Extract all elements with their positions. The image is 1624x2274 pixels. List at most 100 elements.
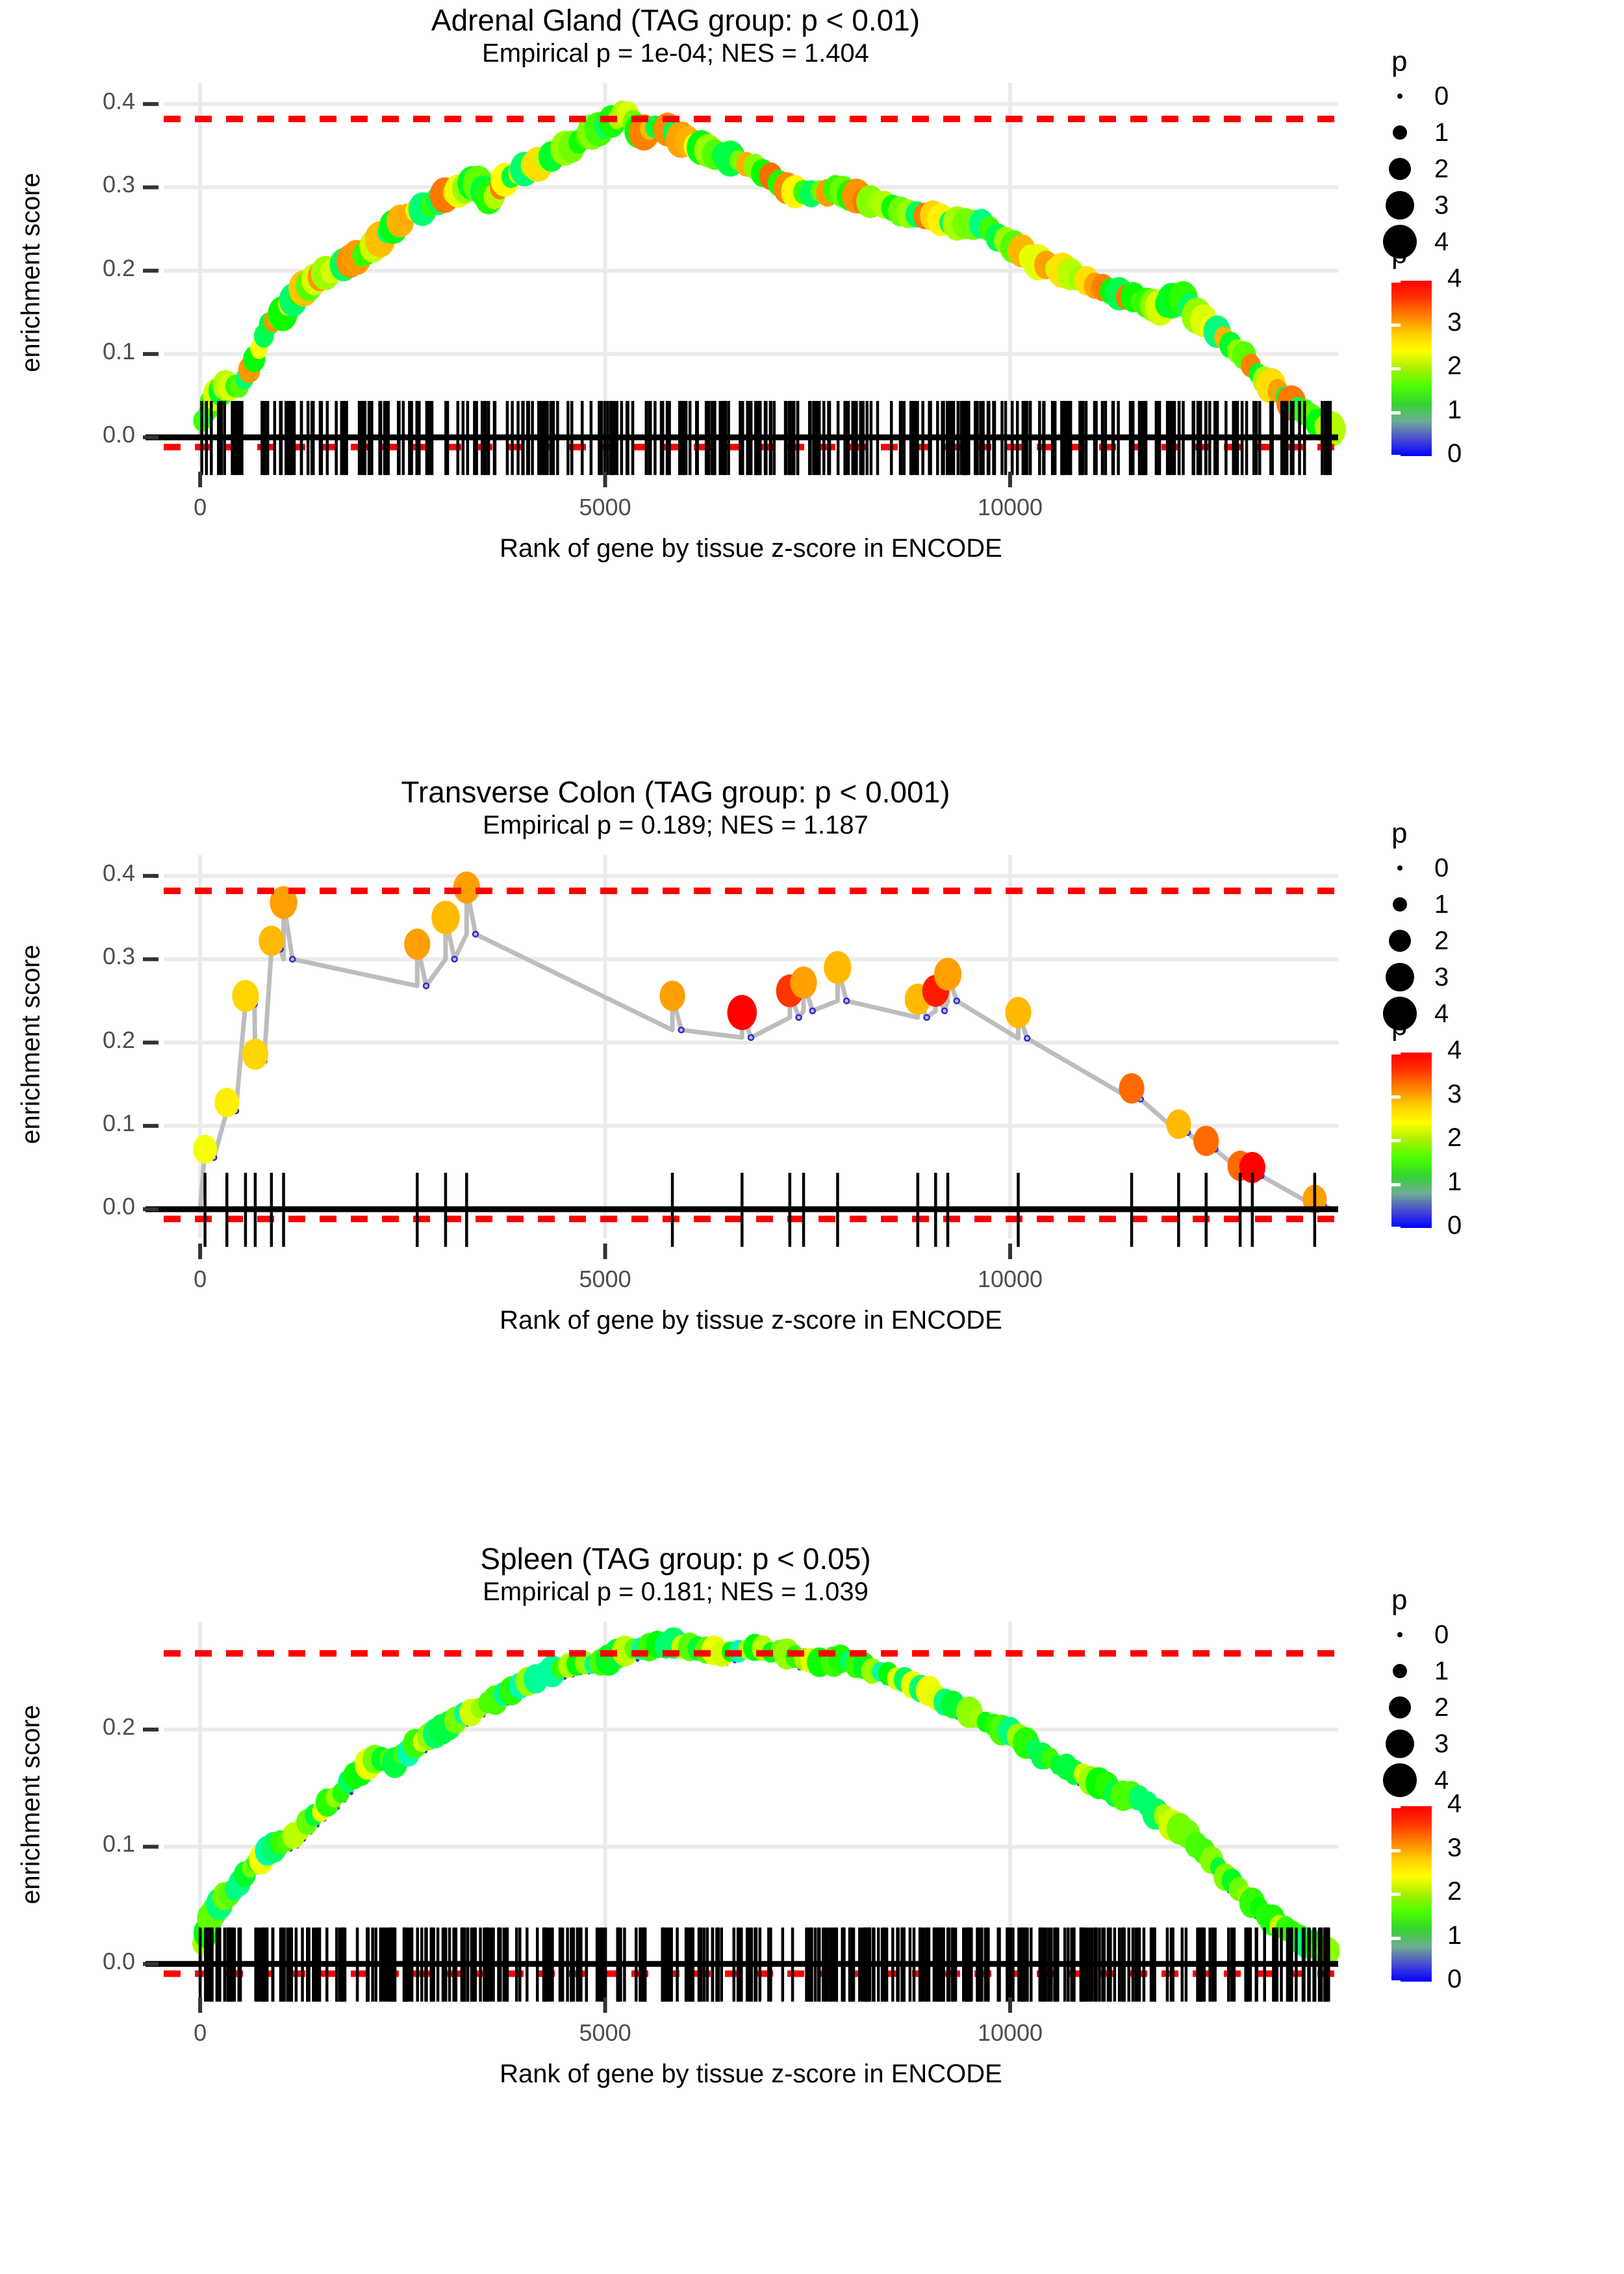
panel-title: Adrenal Gland (TAG group: p < 0.01) — [431, 3, 920, 37]
colour-legend-tick-mark — [1391, 1805, 1401, 1808]
x-axis-tick-label: 0 — [194, 1266, 207, 1292]
x-axis-tick-label: 5000 — [579, 494, 631, 520]
gene-hit-point — [242, 1038, 269, 1070]
panel-subtitle: Empirical p = 0.181; NES = 1.039 — [483, 1578, 869, 1606]
y-axis-label: enrichment score — [16, 173, 45, 372]
x-axis-tick-label: 10000 — [977, 1266, 1043, 1292]
y-axis-label: enrichment score — [16, 945, 45, 1144]
size-legend-item: 0 — [1377, 78, 1449, 114]
colour-legend-tick-mark — [1391, 279, 1401, 283]
colour-legend-title: p — [1391, 238, 1408, 270]
size-legend-dot-icon — [1386, 191, 1414, 220]
trough-point — [923, 1014, 930, 1021]
trough-point — [953, 997, 960, 1004]
gene-hit-point — [232, 980, 259, 1012]
colour-legend-label: 1 — [1447, 395, 1462, 424]
y-axis-tick-label: 0.1 — [102, 1109, 135, 1136]
size-legend-label: 1 — [1434, 118, 1449, 147]
colour-legend-label: 1 — [1447, 1167, 1462, 1196]
size-legend-dot-icon — [1393, 1664, 1407, 1678]
size-legend-dot-icon — [1386, 963, 1414, 991]
size-legend-item: 4 — [1377, 224, 1449, 260]
trough-point — [472, 930, 479, 938]
size-legend-dot-icon — [1397, 1632, 1402, 1637]
gene-hit-point — [727, 995, 757, 1030]
size-legend-item: 1 — [1377, 114, 1449, 151]
colour-legend-tick-mark — [1512, 1936, 1521, 1940]
colour-legend-tick-mark — [1391, 455, 1401, 458]
size-legend-item: 1 — [1377, 886, 1449, 923]
gene-hit-point — [431, 901, 460, 935]
enrichment-panel: Spleen (TAG group: p < 0.05) Empirical p … — [0, 1515, 1624, 2273]
colour-legend-label: 2 — [1447, 1877, 1462, 1906]
gene-hit-point — [659, 980, 685, 1012]
colour-legend-label: 0 — [1447, 1211, 1462, 1240]
enrichment-panel: Transverse Colon (TAG group: p < 0.001) E… — [0, 758, 1624, 1515]
y-axis-tick-label: 0.1 — [102, 1830, 135, 1858]
y-axis-tick-label: 0.0 — [102, 421, 135, 448]
trough-point — [289, 956, 296, 963]
size-legend-dot-icon — [1397, 865, 1402, 871]
y-axis-tick-label: 0.3 — [102, 171, 135, 198]
gene-hit-point — [824, 951, 852, 984]
size-legend-label: 3 — [1434, 1729, 1449, 1758]
size-legend-dot-icon — [1393, 897, 1407, 912]
y-axis-tick-label: 0.2 — [102, 1713, 135, 1740]
trough-point — [747, 1034, 755, 1041]
x-axis-tick-label: 10000 — [977, 2019, 1043, 2046]
enrichment-panel: Adrenal Gland (TAG group: p < 0.01) Empir… — [0, 0, 1624, 758]
gene-hit-point — [453, 871, 481, 904]
size-legend-dot-icon — [1383, 225, 1417, 259]
gene-hit-point — [259, 925, 285, 956]
colour-legend-label: 1 — [1447, 1921, 1462, 1950]
gene-hit-point — [214, 1088, 240, 1118]
y-axis-tick-label: 0.4 — [102, 88, 135, 115]
panel-title: Spleen (TAG group: p < 0.05) — [480, 1542, 871, 1576]
enrichment-curve — [197, 885, 1335, 1212]
trough-point — [843, 997, 850, 1004]
size-legend-label: 0 — [1434, 1620, 1449, 1649]
colour-legend-title: p — [1391, 1010, 1408, 1041]
size-legend-item: 4 — [1377, 1762, 1449, 1798]
size-legend-dot-icon — [1383, 997, 1417, 1030]
size-legend-dot-icon — [1383, 1763, 1417, 1797]
plot-area — [143, 855, 1338, 1259]
colour-legend-tick-mark — [1512, 1805, 1521, 1808]
colour-legend-tick-mark — [1391, 1980, 1401, 1984]
size-legend-item: 3 — [1377, 1726, 1449, 1762]
size-legend-item: 3 — [1377, 187, 1449, 224]
x-axis-label: Rank of gene by tissue z-score in ENCODE — [500, 2060, 1002, 2088]
colour-legend-label: 3 — [1447, 1079, 1462, 1108]
colour-legend-tick-mark — [1512, 1980, 1521, 1984]
colour-legend-tick-mark — [1512, 1051, 1521, 1054]
colour-legend-tick-mark — [1391, 1936, 1401, 1940]
x-axis-tick-label: 10000 — [977, 494, 1043, 520]
size-legend-item: 3 — [1377, 959, 1449, 995]
gene-hit-point — [404, 928, 431, 960]
colour-legend-tick-mark — [1512, 1182, 1521, 1186]
gene-hit-point — [933, 958, 962, 991]
y-axis-tick-label: 0.4 — [102, 860, 135, 887]
colour-legend-tick-mark — [1512, 367, 1521, 370]
colour-legend-label: 3 — [1447, 1833, 1462, 1862]
gene-hit-point — [1166, 1109, 1191, 1140]
size-legend-dot-icon — [1386, 1730, 1414, 1758]
x-axis-tick-label: 5000 — [579, 2019, 631, 2046]
y-axis-tick-label: 0.2 — [102, 254, 135, 281]
size-legend-label: 0 — [1434, 81, 1449, 110]
colour-legend-tick-mark — [1391, 323, 1401, 327]
y-axis-tick-label: 0.2 — [102, 1026, 135, 1053]
x-axis-tick-label: 0 — [194, 2019, 207, 2046]
colour-legend-tick-mark — [1512, 1848, 1521, 1852]
trough-point — [1023, 1034, 1031, 1042]
gene-hit-point — [1239, 1151, 1265, 1183]
x-axis-tick-label: 5000 — [579, 1266, 631, 1292]
colour-legend-tick-mark — [1391, 1848, 1401, 1852]
size-legend-dot-icon — [1389, 158, 1411, 180]
x-axis-tick-label: 0 — [194, 494, 207, 520]
size-legend-label: 2 — [1434, 926, 1449, 955]
